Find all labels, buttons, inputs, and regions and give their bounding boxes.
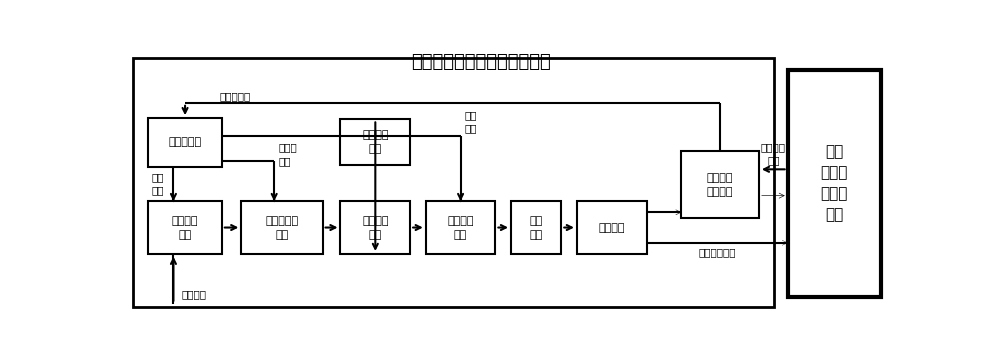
Text: 平行光管: 平行光管 (598, 222, 625, 233)
Text: 波形模拟
装置: 波形模拟 装置 (172, 216, 198, 239)
Text: 光学合束
装置: 光学合束 装置 (362, 216, 389, 239)
Bar (241, 201, 323, 254)
Bar (577, 201, 647, 254)
Text: 偏振态模拟
装置: 偏振态模拟 装置 (265, 216, 298, 239)
Text: 发射激光
信号: 发射激光 信号 (761, 142, 786, 165)
Text: 控制计算机: 控制计算机 (168, 137, 202, 147)
Text: 噪声模拟
装置: 噪声模拟 装置 (362, 130, 389, 154)
Bar (340, 120, 410, 165)
Bar (681, 151, 759, 218)
Bar (788, 69, 881, 297)
Text: 偏振态
数据: 偏振态 数据 (278, 143, 297, 166)
Bar (426, 201, 495, 254)
Text: 中继
像面: 中继 像面 (530, 216, 543, 239)
Text: 触发信号: 触发信号 (181, 289, 206, 300)
Text: 光斑
位置: 光斑 位置 (464, 110, 477, 133)
Text: 激光回波信号: 激光回波信号 (698, 247, 736, 257)
Bar (340, 201, 410, 254)
Bar (511, 201, 561, 254)
Bar (148, 201, 222, 254)
Text: 波形
数据: 波形 数据 (152, 172, 164, 195)
Bar (148, 118, 222, 167)
Text: 方向差异角: 方向差异角 (220, 91, 251, 102)
Text: 激光方向
跟踪装置: 激光方向 跟踪装置 (707, 172, 733, 197)
Bar (133, 58, 774, 307)
Text: 星载激光雷达回波信号模拟器: 星载激光雷达回波信号模拟器 (412, 53, 551, 71)
Text: 光束偏转
装置: 光束偏转 装置 (447, 216, 474, 239)
Text: 被测
星载激
光雷达
系统: 被测 星载激 光雷达 系统 (820, 144, 848, 222)
